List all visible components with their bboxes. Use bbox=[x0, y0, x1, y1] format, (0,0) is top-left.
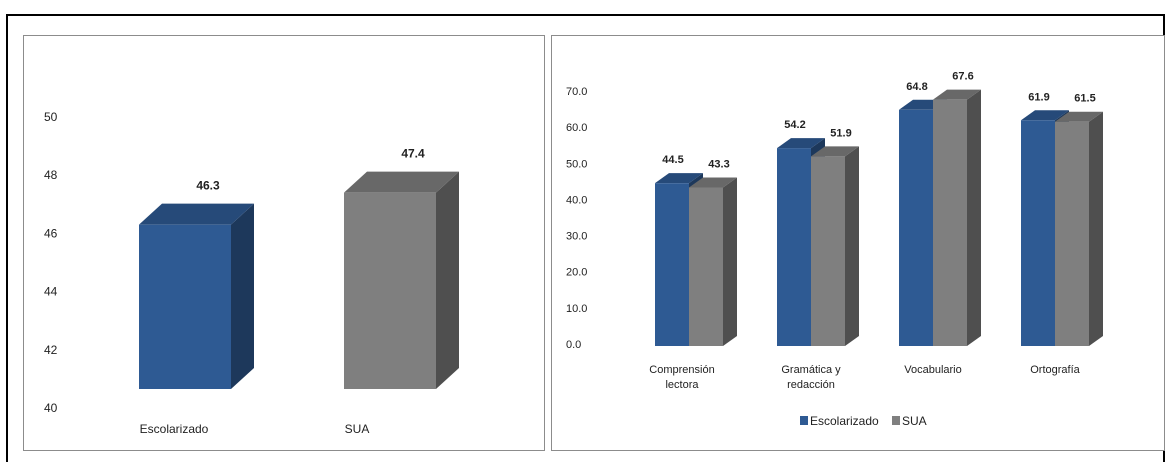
y-tick-label: 40 bbox=[44, 401, 58, 415]
bar-sua-2-top bbox=[933, 89, 981, 100]
bar-sua-2-front bbox=[933, 99, 967, 346]
bar-sua-0 bbox=[689, 177, 737, 346]
bar-sua-2 bbox=[933, 89, 981, 346]
bar-sua-0-side bbox=[723, 177, 737, 346]
y-tick-label: 40.0 bbox=[566, 194, 587, 206]
data-label: 46.3 bbox=[196, 179, 220, 193]
chart-panel-overall: 40 42 44 46 48 50 46.3 Escolarizado 47.4 SUA bbox=[23, 35, 545, 451]
bar-sua-3-side bbox=[1089, 111, 1103, 346]
data-label: 43.3 bbox=[708, 159, 729, 171]
y-tick-label: 46 bbox=[44, 226, 58, 240]
x-category-label: redacción bbox=[787, 379, 835, 391]
y-tick-label: 10.0 bbox=[566, 303, 587, 315]
chart-overall: 40 42 44 46 48 50 46.3 Escolarizado 47.4 SUA bbox=[44, 110, 459, 436]
bar-escolarizado-1-top bbox=[777, 138, 825, 149]
x-category-label: Comprensión bbox=[649, 364, 714, 376]
bar-sua-0-top bbox=[689, 177, 737, 188]
bar-sua-front bbox=[344, 192, 436, 389]
bar-sua-1-top bbox=[811, 146, 859, 157]
data-label: 51.9 bbox=[830, 127, 851, 139]
y-tick-label: 44 bbox=[44, 285, 58, 299]
y-tick-label: 70.0 bbox=[566, 86, 587, 98]
data-label: 64.8 bbox=[906, 81, 927, 93]
y-tick-label: 50 bbox=[44, 110, 58, 124]
y-tick-label: 42 bbox=[44, 343, 58, 357]
data-label: 61.9 bbox=[1028, 91, 1049, 103]
data-label: 67.6 bbox=[952, 71, 973, 83]
bar-escolarizado-3-top bbox=[1021, 110, 1069, 121]
bar-escolarizado-2-front bbox=[899, 109, 933, 347]
y-tick-label: 50.0 bbox=[566, 158, 587, 170]
x-category-label: Escolarizado bbox=[140, 422, 209, 436]
bar-sua-3-front bbox=[1055, 121, 1089, 346]
bar-sua-0-front bbox=[689, 187, 723, 346]
bar-escolarizado-top bbox=[139, 203, 254, 225]
bar-escolarizado bbox=[139, 203, 254, 389]
bar-sua-top bbox=[344, 171, 459, 193]
bar-escolarizado-front bbox=[139, 224, 231, 389]
data-label: 61.5 bbox=[1074, 93, 1095, 105]
bar-sua-3 bbox=[1055, 111, 1103, 346]
bar-escolarizado-side bbox=[231, 203, 254, 389]
y-tick-label: 30.0 bbox=[566, 231, 587, 243]
y-tick-label: 60.0 bbox=[566, 122, 587, 134]
bar-sua-1 bbox=[811, 146, 859, 346]
chart-by-area: 0.0 10.0 20.0 30.0 40.0 50.0 60.0 70.0 44.5 43.3 C… bbox=[566, 71, 1103, 428]
bar-escolarizado-1-front bbox=[777, 148, 811, 346]
data-label: 47.4 bbox=[401, 147, 425, 161]
x-category-label: lectora bbox=[665, 379, 699, 391]
legend-label: Escolarizado bbox=[810, 414, 879, 428]
bar-sua-1-side bbox=[845, 146, 859, 346]
legend-swatch bbox=[892, 416, 900, 425]
y-tick-label: 48 bbox=[44, 168, 58, 182]
data-label: 54.2 bbox=[784, 119, 805, 131]
bar-sua-2-side bbox=[967, 89, 981, 346]
bar-escolarizado-0-top bbox=[655, 173, 703, 184]
x-category-label: Ortografía bbox=[1030, 364, 1080, 376]
data-label: 44.5 bbox=[662, 154, 683, 166]
y-tick-label: 20.0 bbox=[566, 267, 587, 279]
bar-escolarizado-3-front bbox=[1021, 120, 1055, 346]
x-category-label: Gramática y bbox=[781, 364, 841, 376]
bar-sua bbox=[344, 171, 459, 389]
legend-swatch bbox=[800, 416, 808, 425]
chart-panel-by-area: 0.0 10.0 20.0 30.0 40.0 50.0 60.0 70.0 44.5 43.3 C… bbox=[551, 35, 1165, 451]
x-category-label: SUA bbox=[345, 422, 370, 436]
bar-escolarizado-0-front bbox=[655, 183, 689, 346]
y-tick-label: 0.0 bbox=[566, 339, 581, 351]
bar-sua-side bbox=[436, 171, 459, 389]
x-category-label: Vocabulario bbox=[904, 364, 962, 376]
bar-sua-3-top bbox=[1055, 111, 1103, 122]
bar-sua-1-front bbox=[811, 156, 845, 346]
legend-label: SUA bbox=[902, 414, 927, 428]
